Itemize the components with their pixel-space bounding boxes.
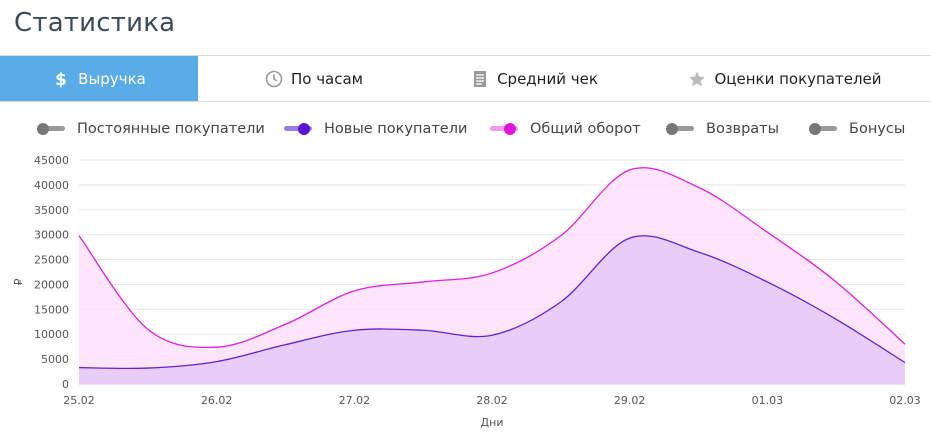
legend-label: Бонусы — [849, 121, 906, 137]
x-tick-label: 26.02 — [201, 394, 233, 407]
toggle-switch[interactable] — [37, 122, 65, 136]
tab-average-check[interactable]: Средний чек — [430, 56, 639, 101]
svg-text:$: $ — [55, 70, 67, 88]
series-line — [78, 167, 906, 349]
x-tick-label: 02.03 — [889, 394, 921, 407]
legend-label: Общий оборот — [530, 121, 641, 137]
clock-icon — [265, 70, 283, 88]
legend-label: Новые покупатели — [324, 121, 468, 137]
page-header: Статистика — [0, 0, 931, 56]
y-tick-label: 45000 — [34, 154, 69, 167]
tab-customer-ratings[interactable]: Оценки покупателей — [639, 56, 931, 101]
x-axis-ticks: 25.02 26.02 27.02 28.02 29.02 01.03 02.03 — [63, 394, 921, 407]
dollar-icon: $ — [52, 70, 70, 88]
y-tick-label: 0 — [62, 378, 69, 391]
series-areas — [79, 167, 905, 384]
toggle-switch[interactable] — [284, 122, 312, 136]
legend-item-total-turnover[interactable]: Общий оборот — [490, 118, 641, 140]
y-tick-label: 15000 — [34, 303, 69, 316]
y-tick-label: 20000 — [34, 278, 69, 291]
x-tick-label: 29.02 — [614, 394, 646, 407]
legend-item-returns[interactable]: Возвраты — [666, 118, 779, 140]
revenue-area-chart: 0 5000 10000 15000 20000 25000 30000 35000 40000… — [12, 154, 921, 429]
tab-label: По часам — [290, 69, 364, 88]
tab-revenue[interactable]: $ Выручка — [0, 56, 198, 101]
series-area — [79, 235, 905, 384]
series-line — [78, 235, 906, 370]
series-lines — [78, 167, 906, 370]
x-tick-label: 25.02 — [63, 394, 95, 407]
legend-label: Постоянные покупатели — [77, 121, 265, 137]
y-axis-label: ₽ — [12, 279, 25, 286]
tab-bar: $ Выручка По часам Средний чек Оценки по… — [0, 56, 931, 102]
tab-label: Средний чек — [497, 69, 598, 88]
y-tick-label: 10000 — [34, 328, 69, 341]
legend-item-new-customers[interactable]: Новые покупатели — [284, 118, 467, 140]
x-tick-label: 28.02 — [476, 394, 508, 407]
y-tick-label: 40000 — [34, 179, 69, 192]
chart-legend: Постоянные покупатели Новые покупатели О… — [0, 118, 931, 140]
toggle-switch[interactable] — [490, 122, 518, 136]
tab-by-hours[interactable]: По часам — [198, 56, 430, 101]
tab-label: Оценки покупателей — [714, 69, 882, 88]
y-tick-label: 30000 — [34, 229, 69, 242]
legend-label: Возвраты — [706, 121, 780, 137]
toggle-switch[interactable] — [809, 122, 837, 136]
star-icon — [688, 70, 706, 88]
y-tick-label: 35000 — [34, 204, 69, 217]
tab-label: Выручка — [78, 69, 146, 88]
y-tick-label: 25000 — [34, 254, 69, 267]
receipt-icon — [471, 70, 489, 88]
legend-item-regular-customers[interactable]: Постоянные покупатели — [37, 118, 265, 140]
x-axis-label: Дни — [481, 416, 504, 429]
page-title: Статистика — [14, 8, 176, 38]
y-tick-label: 5000 — [41, 353, 69, 366]
x-tick-label: 27.02 — [339, 394, 371, 407]
toggle-switch[interactable] — [666, 122, 694, 136]
y-axis-ticks: 0 5000 10000 15000 20000 25000 30000 35000 40000… — [34, 154, 69, 391]
x-tick-label: 01.03 — [752, 394, 784, 407]
legend-item-bonuses[interactable]: Бонусы — [809, 118, 905, 140]
